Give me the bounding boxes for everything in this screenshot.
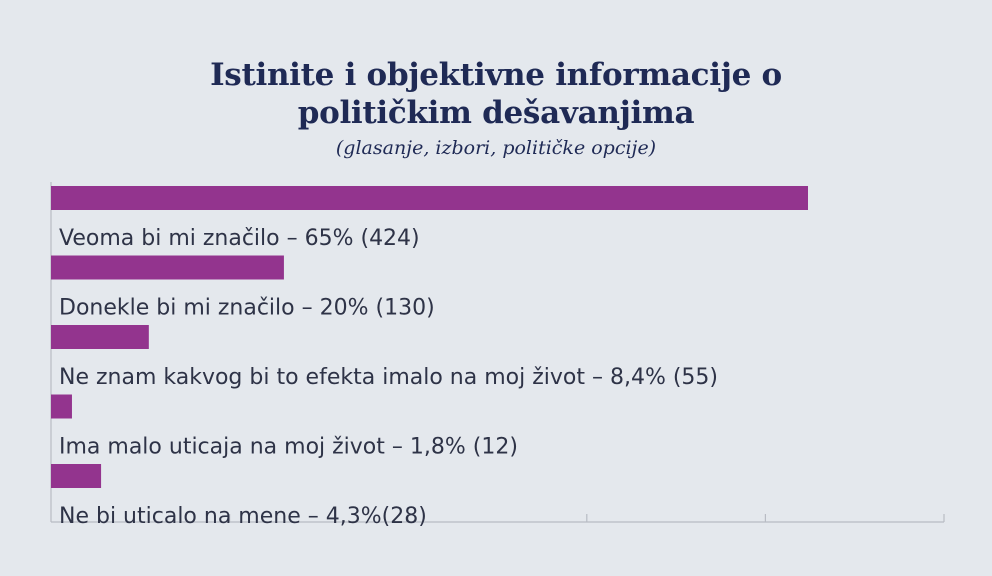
chart-subtitle: (glasanje, izbori, političke opcije)	[335, 137, 657, 159]
chart-bars: Veoma bi mi značilo – 65% (424) Donekle b…	[51, 186, 808, 529]
chart-title-line-1: Istinite i objektivne informacije o	[210, 57, 782, 93]
bar	[51, 255, 284, 280]
bar	[51, 464, 102, 488]
bar-label: Ne znam kakvog bi to efekta imalo na moj…	[59, 365, 718, 390]
bar	[51, 394, 72, 419]
bar	[51, 186, 808, 210]
chart-title-block: Istinite i objektivne informacije o poli…	[0, 56, 992, 162]
bar-label: Ima malo uticaja na moj život – 1,8% (12…	[59, 435, 518, 460]
bar-label: Veoma bi mi značilo – 65% (424)	[59, 226, 420, 251]
bar	[51, 325, 149, 349]
bar-label: Donekle bi mi značilo – 20% (130)	[59, 296, 435, 321]
chart-title-line-2: političkim dešavanjima	[297, 95, 695, 131]
bar-label: Ne bi uticalo na mene – 4,3%(28)	[59, 504, 427, 529]
